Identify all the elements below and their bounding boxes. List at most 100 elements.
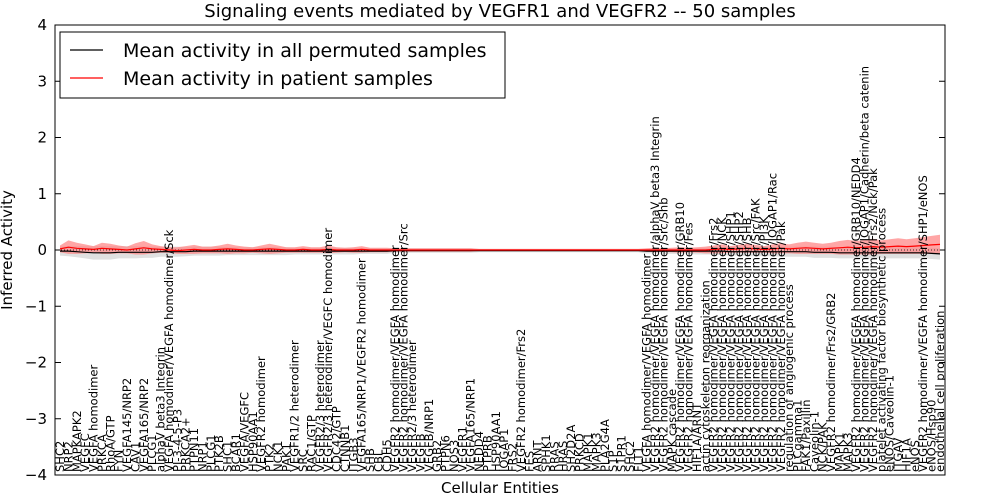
entity-label: VEGFR2 homodimer/VEGFA homodimer/IQGAP1/… bbox=[765, 173, 779, 472]
entity-label: VEGFB bbox=[413, 433, 427, 472]
entity-label: VEGFR2 homodimer/VEGFA homodimer/Fes bbox=[682, 222, 696, 472]
entity-label: platelet activating factor biosynthetic … bbox=[874, 208, 888, 472]
entity-label: VEGFR2 homodimer bbox=[254, 356, 268, 472]
entity-label: SHC2 bbox=[623, 441, 637, 472]
entity-label: MAPK1 bbox=[581, 432, 595, 472]
entity-label: MAPK3 bbox=[589, 432, 603, 472]
entity-label: SHC2 bbox=[53, 441, 67, 472]
entity-label: IQGAP1 bbox=[497, 429, 511, 472]
entity-label: MAPK cascade bbox=[665, 389, 679, 472]
entity-label: RRAS bbox=[548, 441, 562, 472]
entity-label: VEGFR2 homodimer/VEGFA homodimer/SHB bbox=[740, 217, 754, 472]
entity-label: VEGFR2 homodimer/VEGFA homodimer/PI3K bbox=[757, 216, 771, 472]
y-tick-label: −1 bbox=[25, 297, 47, 315]
entity-label: PTK2 bbox=[263, 443, 277, 472]
entity-label: VEGFR2 homodimer/VEGFA homodimer/GRB10 bbox=[673, 202, 687, 472]
entity-label: endothelial cell proliferation bbox=[933, 311, 947, 472]
entity-label: PLA2G4A bbox=[598, 419, 612, 472]
entity-label: NRP1 bbox=[196, 441, 210, 472]
plot-frame bbox=[54, 24, 946, 476]
entity-label: NEDD4 bbox=[472, 431, 486, 472]
entity-label: RhoA/GTP bbox=[103, 415, 117, 472]
entity-label: eNOS/Hsp90 bbox=[925, 399, 939, 471]
entity-label: VEGFR2 homodimer/VEGFA homodimer/Src/FAK bbox=[749, 198, 763, 472]
entity-label: HIF1A/ARNT bbox=[690, 402, 704, 472]
entity-label: MAPKAPK2 bbox=[70, 410, 84, 472]
entity-label: regulation of angiogenic process bbox=[782, 284, 796, 472]
entity-label: VEGFR2 homodimer/VEGFA homodimer/NCK bbox=[715, 217, 729, 472]
entity-label: PLCG1 bbox=[145, 434, 159, 472]
entity-label: VEGFR2 homodimer/VEGFA homodimer/SHP1 bbox=[724, 211, 738, 472]
y-tick-label: 4 bbox=[37, 16, 47, 34]
y-tick-label: 2 bbox=[37, 129, 47, 147]
y-tick-label: −4 bbox=[25, 466, 47, 484]
entity-label: CTNNB1 bbox=[338, 425, 352, 472]
entity-label: SHB bbox=[363, 448, 377, 472]
entity-label: VEGFB/NRP1 bbox=[422, 399, 436, 472]
y-axis-label: Inferred Activity bbox=[0, 190, 16, 310]
entity-label: FES bbox=[522, 451, 536, 472]
entity-label: VEGFR2/3 heterodimer bbox=[405, 340, 419, 472]
entity-label: VEGFR1 bbox=[455, 426, 469, 472]
y-tick-label: 0 bbox=[37, 241, 47, 259]
entity-label: HSP90AA1 bbox=[489, 411, 503, 472]
entity-label: VEGFR2 homodimer/VEGFA homodimer/SHP1/eN… bbox=[916, 175, 930, 472]
entity-label: actin cytoskeleton reorganization bbox=[698, 280, 712, 472]
entity-label: VEGFR2 homodimer/VEGFA homodimer/alphaV … bbox=[648, 116, 662, 472]
entity-label: PTPN11 bbox=[187, 428, 201, 472]
entity-label: Caveolin-1 bbox=[807, 411, 821, 472]
entity-label: HRAS bbox=[556, 441, 570, 472]
entity-label: PI-3-4-5-P3 bbox=[170, 409, 184, 472]
entity-label: alphaV beta3 Integrin bbox=[154, 347, 168, 472]
entity-label: S1P bbox=[606, 450, 620, 472]
entity-label: PTPRB bbox=[480, 435, 494, 472]
entity-label: SRC bbox=[296, 449, 310, 472]
entity-label: CDH5 bbox=[380, 439, 394, 472]
entity-label: SH2D2A bbox=[564, 425, 578, 472]
entity-label: VEGFC bbox=[78, 433, 92, 472]
entity-label: CBL bbox=[372, 449, 386, 472]
entity-label: VEGFR2 homodimer/VEGFA homodimer/Src/Shb bbox=[656, 197, 670, 471]
entity-label: VEGFA165/NRP2 bbox=[137, 378, 151, 472]
entity-label: BCAR1 bbox=[229, 433, 243, 472]
entity-label: NCK1 bbox=[271, 440, 285, 472]
entity-label: VEGFR2 homodimer/VEGFA homodimer bbox=[388, 245, 402, 472]
entity-label: S1PR1 bbox=[615, 435, 629, 472]
entity-label: NCK/PAK bbox=[816, 422, 830, 472]
entity-label: MAPK1 bbox=[832, 432, 846, 472]
legend-permuted-label: Mean activity in all permuted samples bbox=[123, 40, 486, 62]
entity-label: VEGFA165/NRP1/VEGFR2 homodimer bbox=[355, 258, 369, 472]
y-tick-label: −2 bbox=[25, 354, 47, 372]
entity-label: eNOS bbox=[908, 440, 922, 472]
entity-label: VEGFR2 homodimer/VEGFA homodimer/SHP2 bbox=[732, 211, 746, 472]
entity-label: VEGFR2 homodimer/VEGFA homodimer/IQGAP1/… bbox=[858, 66, 872, 472]
entity-label: PAK1 bbox=[279, 443, 293, 472]
chart-title: Signaling events mediated by VEGFR1 and … bbox=[204, 1, 795, 22]
legend-box bbox=[59, 31, 506, 99]
entity-label: FAK1/Paxillin bbox=[799, 399, 813, 472]
y-tick-label: 3 bbox=[37, 72, 47, 90]
entity-label: FYN bbox=[112, 450, 126, 472]
entity-label: VEGFR2 homodimer/Frs2/GRB2 bbox=[824, 293, 838, 472]
entity-label: NOS3 bbox=[447, 440, 461, 472]
y-tick-label: −3 bbox=[25, 410, 47, 428]
entity-label: ITGAV bbox=[891, 438, 905, 472]
entity-label: SPHK1 bbox=[539, 434, 553, 472]
entity-label: RAC1/GTP bbox=[304, 415, 318, 472]
entity-label: VEGFA145/NRP2 bbox=[120, 378, 134, 472]
entity-label: VEGFA homodimer bbox=[87, 365, 101, 472]
entity-label: VEGFR2/3 heterodimer/VEGFC homodimer bbox=[321, 228, 335, 472]
entity-label: SHC1 bbox=[221, 441, 235, 472]
entity-label: CAV1 bbox=[128, 442, 142, 472]
entity-label: eNOS/Caveolin-1 bbox=[883, 375, 897, 472]
entity-label: FLT1 bbox=[631, 446, 645, 472]
entity-label: PLCgamma1 bbox=[791, 399, 805, 472]
entity-label: VEGFA homodimer/VEGFA homodimer/Sck bbox=[162, 229, 176, 472]
entity-label: FRS2 bbox=[506, 443, 520, 472]
legend-patient-label: Mean activity in patient samples bbox=[123, 68, 433, 90]
entity-label: HIF1A bbox=[900, 438, 914, 472]
entity-label: HSP90AA1 bbox=[246, 411, 260, 472]
